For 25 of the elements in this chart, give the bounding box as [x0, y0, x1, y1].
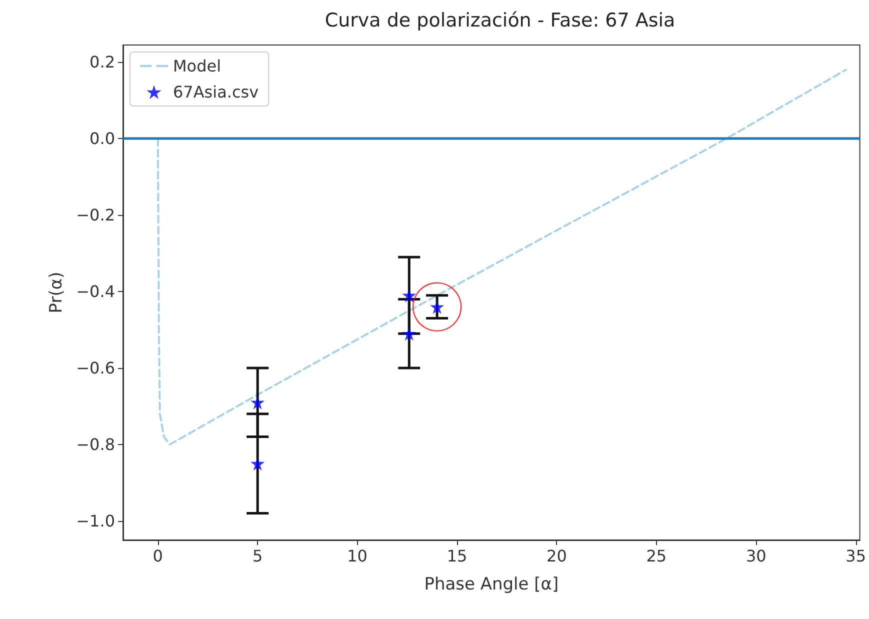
point — [402, 326, 416, 341]
x-tick-label: 25 — [646, 546, 667, 566]
y-axis-title: Pr(α) — [46, 272, 67, 314]
y-tick-label: −1.0 — [76, 511, 115, 530]
y-tick-label: −0.6 — [76, 358, 115, 378]
x-tick-label: 5 — [252, 546, 263, 566]
y-tick-label: 0.0 — [90, 129, 115, 148]
y-tick-label: −0.2 — [76, 206, 115, 225]
legend-label: Model — [173, 56, 222, 76]
x-tick-label: 0 — [152, 546, 163, 566]
chart-title: Curva de polarización - Fase: 67 Asia — [324, 10, 676, 32]
x-tick-label: 15 — [446, 546, 468, 566]
x-tick-label: 20 — [546, 546, 567, 566]
y-tick-label: 0.2 — [90, 52, 115, 72]
point — [250, 395, 265, 410]
y-tick-label: −0.8 — [76, 434, 115, 454]
point — [250, 456, 265, 471]
point — [402, 288, 416, 302]
legend-label: 67Asia.csv — [173, 82, 259, 102]
x-tick-label: 10 — [347, 546, 368, 566]
point — [412, 282, 462, 332]
x-tick-label: 35 — [846, 546, 866, 566]
x-tick-label: 30 — [746, 546, 766, 566]
y-tick-label: −0.4 — [76, 282, 115, 302]
x-axis-title: Phase Angle [α] — [424, 574, 559, 594]
